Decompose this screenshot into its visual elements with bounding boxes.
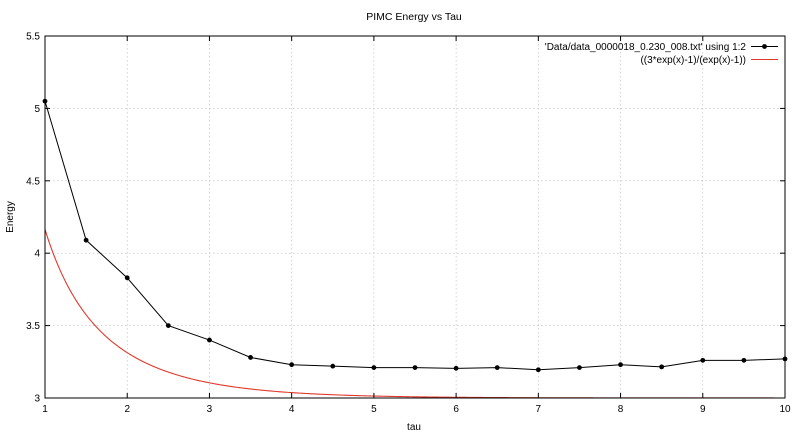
- plot-frame: [44, 35, 786, 399]
- data-point: [412, 365, 418, 370]
- y-tick-label: 3: [34, 394, 40, 405]
- data-point: [453, 365, 459, 371]
- data-series-line: [44, 101, 786, 371]
- x-tick-label: 5: [371, 404, 377, 415]
- data-point: [289, 362, 295, 368]
- y-tick-label: 4.5: [26, 176, 40, 187]
- data-point: [124, 275, 130, 281]
- y-tick-labels: 3 3.5 4 4.5 5 5.5: [26, 32, 40, 405]
- x-tick-label: 7: [536, 404, 542, 415]
- data-point: [741, 357, 747, 363]
- x-axis-label: tau: [407, 422, 421, 433]
- function-series-line: [44, 229, 785, 399]
- data-point: [618, 362, 623, 368]
- x-tick-label: 8: [618, 404, 624, 415]
- legend-label-function: ((3*exp(x)-1)/(exp(x)-1)): [640, 55, 746, 66]
- data-point: [83, 237, 89, 243]
- legend: 'Data/data_0000018_0.230_008.txt' using …: [545, 42, 778, 66]
- data-point: [700, 357, 706, 363]
- x-tick-label: 9: [700, 404, 706, 415]
- data-point: [535, 367, 541, 373]
- data-point: [371, 365, 377, 370]
- x-tick-label: 4: [289, 404, 295, 415]
- y-tick-label: 5: [34, 104, 40, 115]
- data-point: [494, 365, 500, 370]
- x-tick-label: 3: [207, 404, 213, 415]
- data-point: [659, 364, 665, 370]
- legend-label-data: 'Data/data_0000018_0.230_008.txt' using …: [545, 42, 747, 53]
- y-axis-label: Energy: [5, 201, 16, 233]
- data-point: [165, 323, 171, 328]
- y-tick-label: 3.5: [26, 321, 40, 332]
- x-tick-label: 10: [779, 404, 791, 415]
- chart-title: PIMC Energy vs Tau: [366, 11, 462, 23]
- plot-curves: [42, 98, 788, 399]
- legend-marker-data: [762, 44, 767, 49]
- x-tick-label: 6: [453, 404, 459, 415]
- x-tick-labels: 1 2 3 4 5 6 7 8 9 10: [42, 404, 791, 415]
- axis-ticks: [44, 35, 786, 399]
- data-point: [207, 337, 212, 343]
- data-point: [330, 363, 336, 369]
- grid: [45, 36, 785, 398]
- y-tick-label: 5.5: [26, 32, 40, 43]
- y-tick-label: 4: [34, 249, 40, 260]
- x-tick-label: 1: [42, 404, 48, 415]
- data-point: [248, 355, 253, 360]
- data-point: [577, 365, 582, 370]
- x-tick-label: 2: [124, 404, 130, 415]
